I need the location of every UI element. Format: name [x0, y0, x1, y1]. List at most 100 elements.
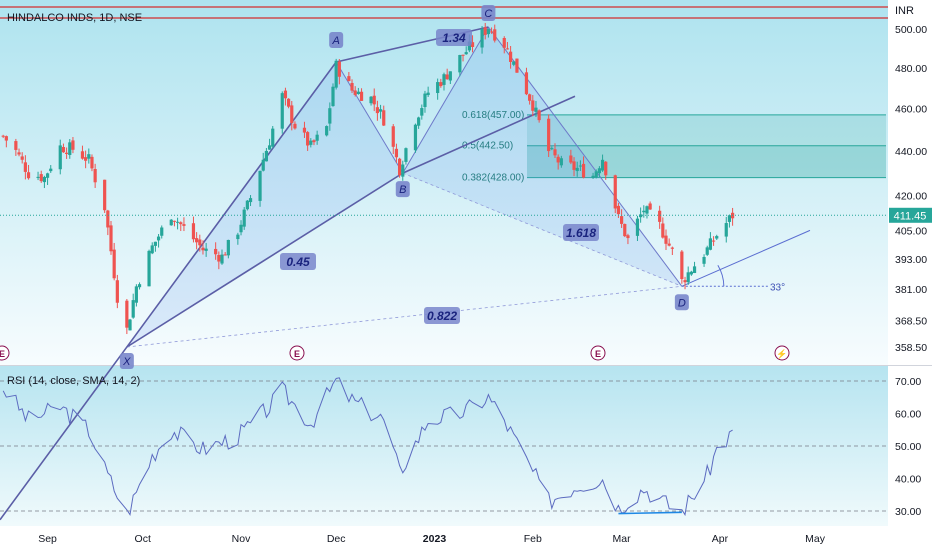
candle-body: [169, 219, 173, 226]
point-label-box: [481, 5, 496, 21]
point-label: X: [122, 356, 131, 368]
d-trendline: [681, 229, 811, 287]
time-tick-label: May: [805, 533, 826, 545]
candle-body: [705, 247, 709, 255]
event-markers: E E E ⚡: [0, 345, 790, 361]
candle-body: [153, 241, 157, 246]
rsi-title: RSI (14, close, SMA, 14, 2): [7, 375, 140, 387]
price-tick-label: 480.00: [895, 63, 927, 75]
time-tick-label: 2023: [423, 533, 447, 545]
leg-bd: [402, 172, 683, 287]
ratio-label: 1.34: [442, 31, 466, 45]
candle-body: [182, 224, 186, 226]
candle-body: [489, 31, 494, 33]
symbol-title: HINDALCO INDS, 1D, NSE: [7, 12, 142, 24]
price-tick-label: 358.50: [895, 342, 927, 354]
candle-body: [68, 142, 72, 155]
candle-body: [448, 71, 452, 81]
candle-body: [58, 145, 62, 170]
lower-channel-line: [402, 95, 576, 174]
candle-body: [670, 247, 674, 249]
candle-body: [131, 300, 135, 318]
price-tick-label: 440.00: [895, 146, 927, 158]
event-marker-label: ⚡: [776, 348, 787, 360]
candle-body: [337, 61, 341, 77]
candle-body: [23, 162, 27, 172]
triangle-bcd: [402, 27, 682, 287]
rsi-line: [2, 377, 733, 517]
candle-body: [242, 209, 246, 227]
candle-body: [306, 132, 310, 146]
price-axis: 500.00 480.00 460.00 440.00 420.00 405.00 393.…: [895, 24, 927, 354]
upper-channel-line: [0, 61, 337, 521]
candle-body: [661, 223, 665, 238]
candle-body: [591, 175, 595, 178]
price-tick-label: 381.00: [895, 284, 927, 296]
candle-body: [702, 256, 706, 264]
candle-body: [331, 86, 335, 107]
time-tick-label: Apr: [712, 533, 729, 545]
candle-body: [509, 51, 513, 62]
candle-body: [600, 159, 605, 171]
candle-body: [80, 151, 85, 159]
rsi-tick-label: 50.00: [895, 441, 921, 453]
candle-body: [236, 234, 240, 240]
candle-body: [71, 140, 75, 150]
point-label-box: [395, 181, 410, 198]
candle-body: [39, 174, 43, 182]
leg-xb: [126, 172, 404, 348]
candle-body: [103, 179, 107, 211]
candle-body: [245, 200, 249, 210]
fib-retracement: 0.618(457.00) 0.5(442.50) 0.382(428.00): [462, 110, 886, 184]
leg-cd: [487, 26, 683, 287]
fib-level-label: 0.382(428.00): [462, 173, 524, 184]
angle-arc: [717, 265, 725, 287]
point-label-box: [674, 294, 689, 311]
candle-body: [534, 107, 538, 112]
event-marker-label: E: [294, 349, 300, 359]
candle-body: [137, 284, 142, 288]
candle-body: [604, 161, 608, 176]
candle-body: [248, 198, 253, 203]
candle-body: [156, 236, 161, 241]
candle-body: [626, 235, 630, 239]
candle-body: [369, 96, 373, 104]
price-tick-label: 460.00: [895, 104, 927, 116]
price-tick-label: 368.50: [895, 316, 927, 328]
candle-body: [334, 60, 338, 88]
price-tick-label: 405.00: [895, 225, 927, 237]
candle-body: [382, 110, 386, 126]
fib-zone-upper: [527, 114, 886, 146]
price-tick-label: 500.00: [895, 24, 927, 36]
candle-body: [553, 149, 557, 156]
fib-zone-lower: [527, 145, 886, 178]
candle-body: [176, 221, 180, 223]
candle-body: [302, 127, 307, 133]
candle-body: [426, 92, 430, 96]
ratio-label-box: [424, 307, 460, 324]
candle-body: [293, 123, 297, 129]
last-price-badge: [889, 207, 932, 223]
candle-body: [17, 152, 21, 155]
candle-body: [420, 108, 424, 116]
candle-body: [404, 148, 408, 162]
price-axis-bg: [888, 0, 932, 526]
time-tick-label: Sep: [38, 533, 57, 545]
event-marker: [590, 345, 606, 361]
candle-body: [287, 98, 291, 107]
candle-body: [505, 48, 510, 50]
candle-body: [620, 216, 624, 224]
pattern-labels: X A B C D 1.34 0.45 0.822 1.618: [119, 5, 689, 369]
rsi-divergence-line: [618, 511, 682, 515]
price-pane-bg: [0, 0, 888, 365]
candle-body: [359, 91, 364, 101]
time-tick-label: Nov: [232, 533, 251, 545]
time-axis-bg: [0, 526, 932, 550]
candle-body: [160, 227, 164, 236]
candle-body: [645, 206, 649, 214]
event-marker: [289, 345, 305, 361]
candle-body: [179, 222, 183, 225]
candle-body: [724, 223, 728, 237]
candle-body: [372, 95, 376, 105]
candle-body: [686, 272, 690, 283]
